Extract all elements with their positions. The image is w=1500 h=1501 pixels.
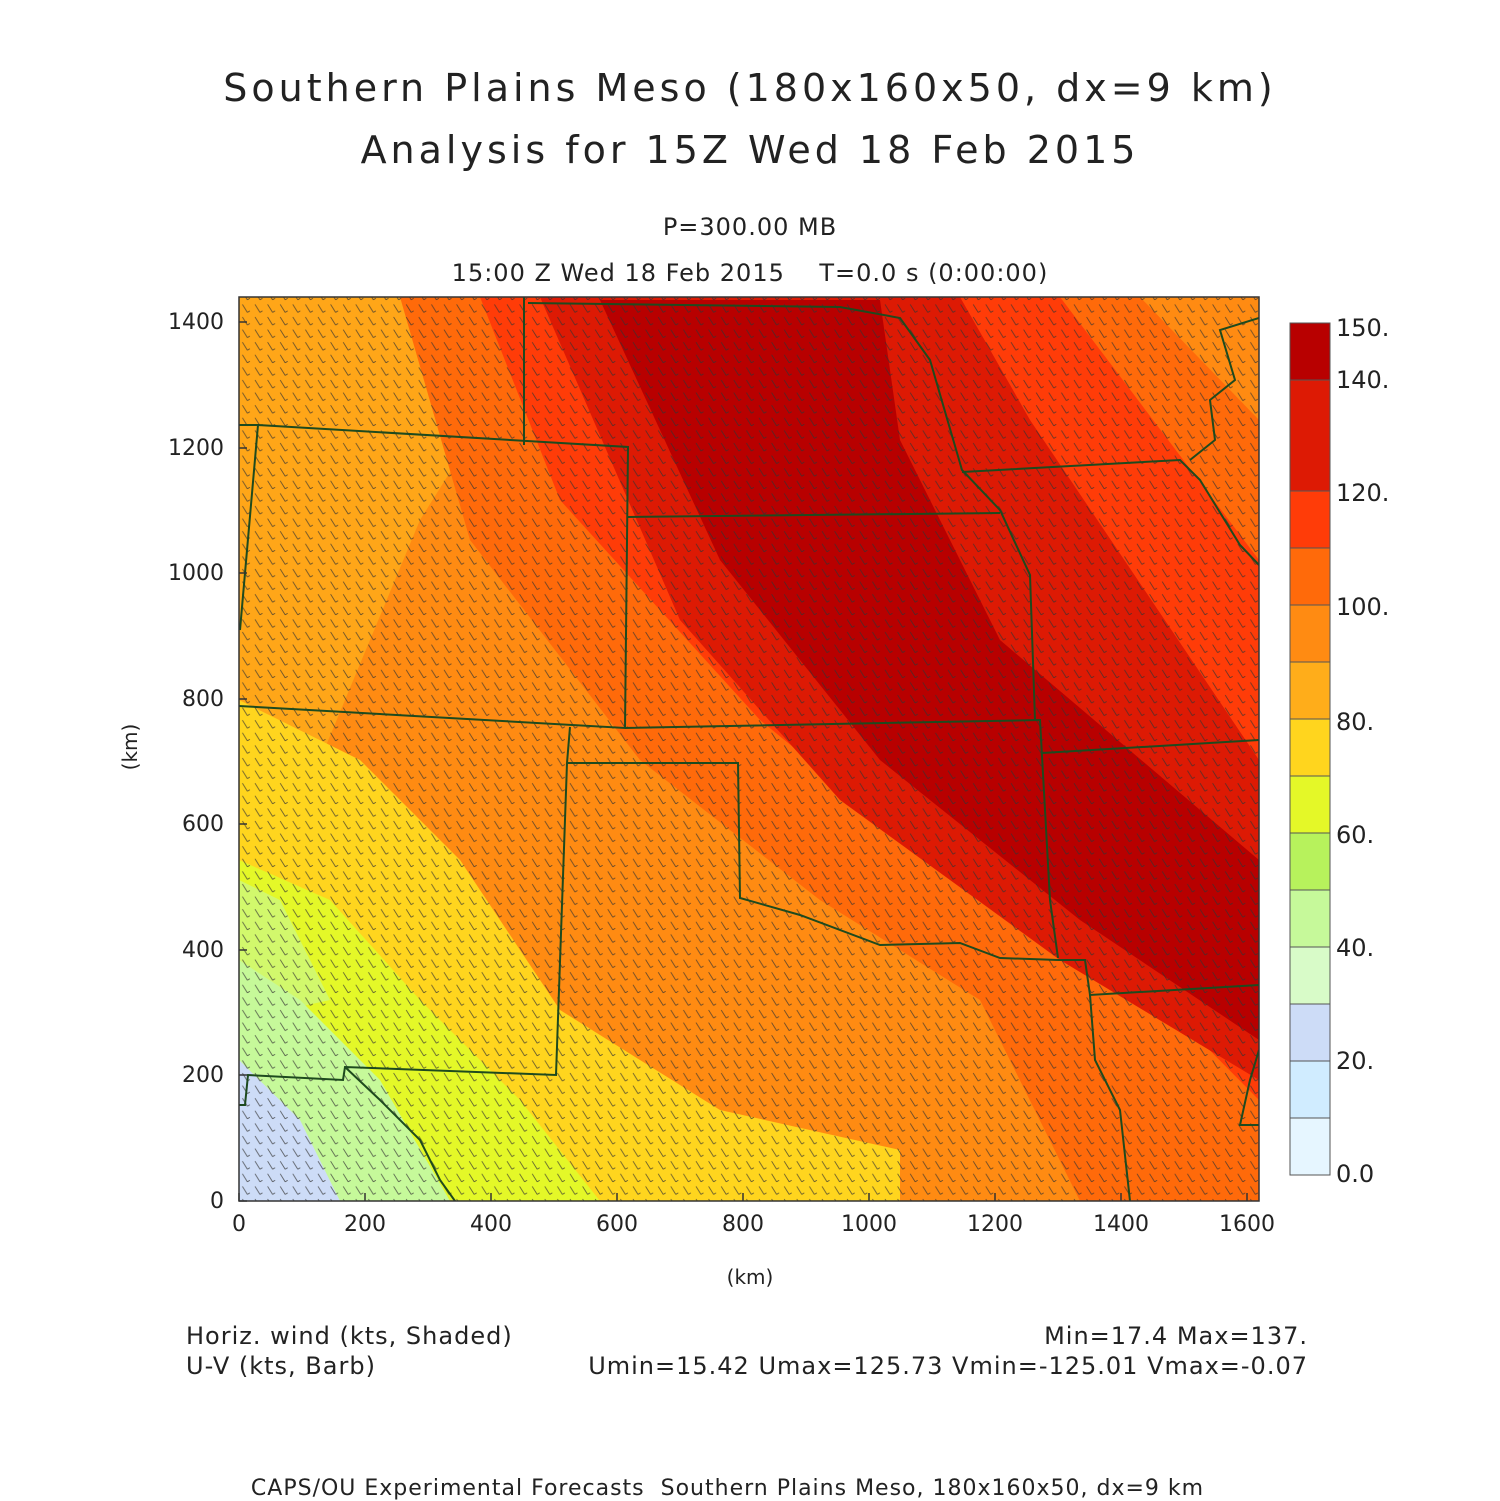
x-tick-label: 800 [722,1212,764,1237]
colorbar-box-13 [1289,322,1331,381]
colorbar-label: 100. [1336,593,1390,621]
colorbar-box-0 [1289,1117,1331,1176]
x-tick-label: 200 [344,1212,386,1237]
colorbar-box-11 [1289,490,1331,549]
y-tick-label: 800 [182,687,224,712]
x-axis-label: (km) [726,1265,774,1289]
y-tick-label: 0 [210,1189,224,1214]
y-tick-label: 1400 [168,310,224,335]
minmax-stats: Min=17.4 Max=137. [1044,1322,1308,1350]
y-axis-label: (km) [118,723,142,771]
x-tick-label: 1400 [1093,1212,1149,1237]
colorbar [1289,322,1331,1176]
colorbar-box-12 [1289,379,1331,492]
colorbar-box-10 [1289,547,1331,606]
y-tick-label: 400 [182,938,224,963]
x-tick-label: 400 [470,1212,512,1237]
x-tick-label: 1000 [841,1212,897,1237]
axis-ticks [238,321,1248,1202]
colorbar-box-1 [1289,1060,1331,1119]
y-tick-label: 600 [182,812,224,837]
barb-field-label: U-V (kts, Barb) [186,1352,376,1380]
title-line-1: Southern Plains Meso (180x160x50, dx=9 k… [223,66,1277,110]
x-tick-label: 1600 [1219,1212,1275,1237]
plot-frame [238,296,1260,1202]
colorbar-box-6 [1289,775,1331,834]
colorbar-box-9 [1289,604,1331,663]
colorbar-label: 140. [1336,366,1390,394]
y-tick-label: 1200 [168,436,224,461]
x-tick-label: 0 [232,1212,246,1237]
colorbar-label: 150. [1336,314,1390,342]
colorbar-box-3 [1289,946,1331,1005]
colorbar-box-7 [1289,718,1331,777]
uv-stats: Umin=15.42 Umax=125.73 Vmin=-125.01 Vmax… [588,1352,1308,1380]
colorbar-box-4 [1289,889,1331,948]
y-tick-label: 200 [182,1063,224,1088]
colorbar-label: 60. [1336,821,1375,849]
colorbar-label: 120. [1336,479,1390,507]
x-tick-label: 1200 [967,1212,1023,1237]
colorbar-label: 40. [1336,934,1375,962]
shaded-field-label: Horiz. wind (kts, Shaded) [186,1322,513,1350]
wind-barbs [239,297,1259,1201]
valid-time: 15:00 Z Wed 18 Feb 2015 T=0.0 s (0:00:00… [451,259,1049,287]
colorbar-box-2 [1289,1003,1331,1062]
y-tick-label: 1000 [168,561,224,586]
colorbar-box-8 [1289,661,1331,720]
colorbar-box-5 [1289,832,1331,891]
title-line-2: Analysis for 15Z Wed 18 Feb 2015 [360,128,1140,172]
colorbar-label: 20. [1336,1047,1375,1075]
colorbar-label: 0.0 [1336,1160,1375,1188]
state-boundaries [239,297,1259,1201]
colorbar-label: 80. [1336,708,1375,736]
pressure-level: P=300.00 MB [662,213,838,241]
footer-credit: CAPS/OU Experimental Forecasts Southern … [250,1476,1205,1501]
x-tick-label: 600 [596,1212,638,1237]
